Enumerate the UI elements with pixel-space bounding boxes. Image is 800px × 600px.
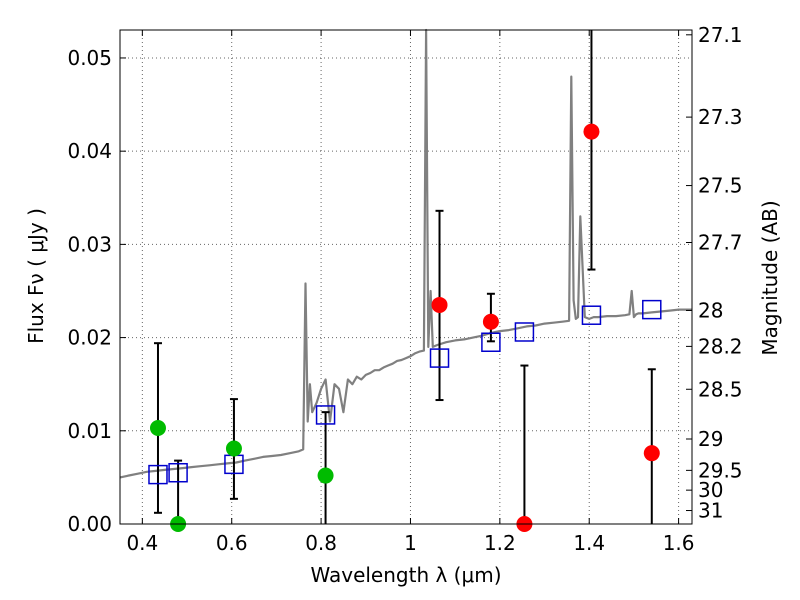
magnitude-tick-label: 28.5: [698, 377, 743, 401]
x-axis-ticks: 0.4 0.6 0.8 1 1.2 1.4 1.6: [126, 30, 695, 555]
observed-flux-point: [317, 467, 334, 484]
magnitude-tick-label: 27.7: [698, 231, 743, 255]
y-axis-ticks: 0.00 0.01 0.02 0.03 0.04 0.05: [67, 46, 126, 536]
model-photometry-point: [581, 305, 602, 325]
model-photometry-point: [315, 405, 336, 425]
magnitude-tick-label: 27.3: [698, 105, 743, 129]
magnitude-tick-label: 27.5: [698, 174, 743, 198]
y-tick-label: 0.00: [67, 512, 112, 536]
observed-flux-point: [643, 445, 660, 462]
model-photometry-point: [168, 462, 188, 483]
y-tick-label: 0.05: [67, 46, 112, 70]
spectrum-line: [119, 28, 692, 479]
marker-layer: [148, 123, 662, 532]
y-axis-title: Flux Fν ( μJy ): [24, 208, 48, 344]
x-tick-label: 1: [404, 531, 417, 555]
observed-flux-point: [149, 419, 166, 436]
x-axis-title: Wavelength λ (μm): [310, 563, 501, 587]
magnitude-axis-title: Magnitude (AB): [758, 200, 782, 355]
magnitude-tick-label: 31: [698, 499, 723, 523]
magnitude-tick-label: 29: [698, 427, 723, 451]
x-tick-label: 0.8: [305, 531, 337, 555]
model-photometry-point: [481, 332, 501, 352]
y-tick-label: 0.02: [67, 326, 112, 350]
model-photometry-point: [148, 464, 168, 485]
magnitude-tick-label: 27.1: [698, 23, 743, 47]
x-tick-label: 0.6: [216, 531, 248, 555]
observed-flux-point: [583, 123, 600, 140]
y-tick-label: 0.01: [67, 419, 112, 443]
observed-flux-point: [225, 440, 242, 457]
y-tick-label: 0.03: [67, 232, 112, 256]
observed-flux-point: [431, 296, 448, 313]
x-tick-label: 1.6: [663, 531, 695, 555]
y-tick-label: 0.04: [67, 139, 112, 163]
magnitude-tick-label: 29.5: [698, 458, 743, 482]
magnitude-tick-label: 28: [698, 298, 723, 322]
grid-lines: [120, 30, 692, 525]
model-photometry-point: [514, 322, 535, 342]
model-photometry-point: [642, 299, 662, 320]
magnitude-tick-label: 28.2: [698, 334, 743, 358]
x-tick-label: 1.2: [484, 531, 516, 555]
spectrum-layer: [119, 28, 692, 479]
observed-flux-point: [482, 313, 499, 330]
plot-frame: [119, 29, 693, 525]
model-photometry-point: [429, 348, 450, 368]
magnitude-tick-label: 30: [698, 478, 723, 502]
x-tick-label: 0.4: [126, 531, 158, 555]
x-tick-label: 1.4: [573, 531, 605, 555]
